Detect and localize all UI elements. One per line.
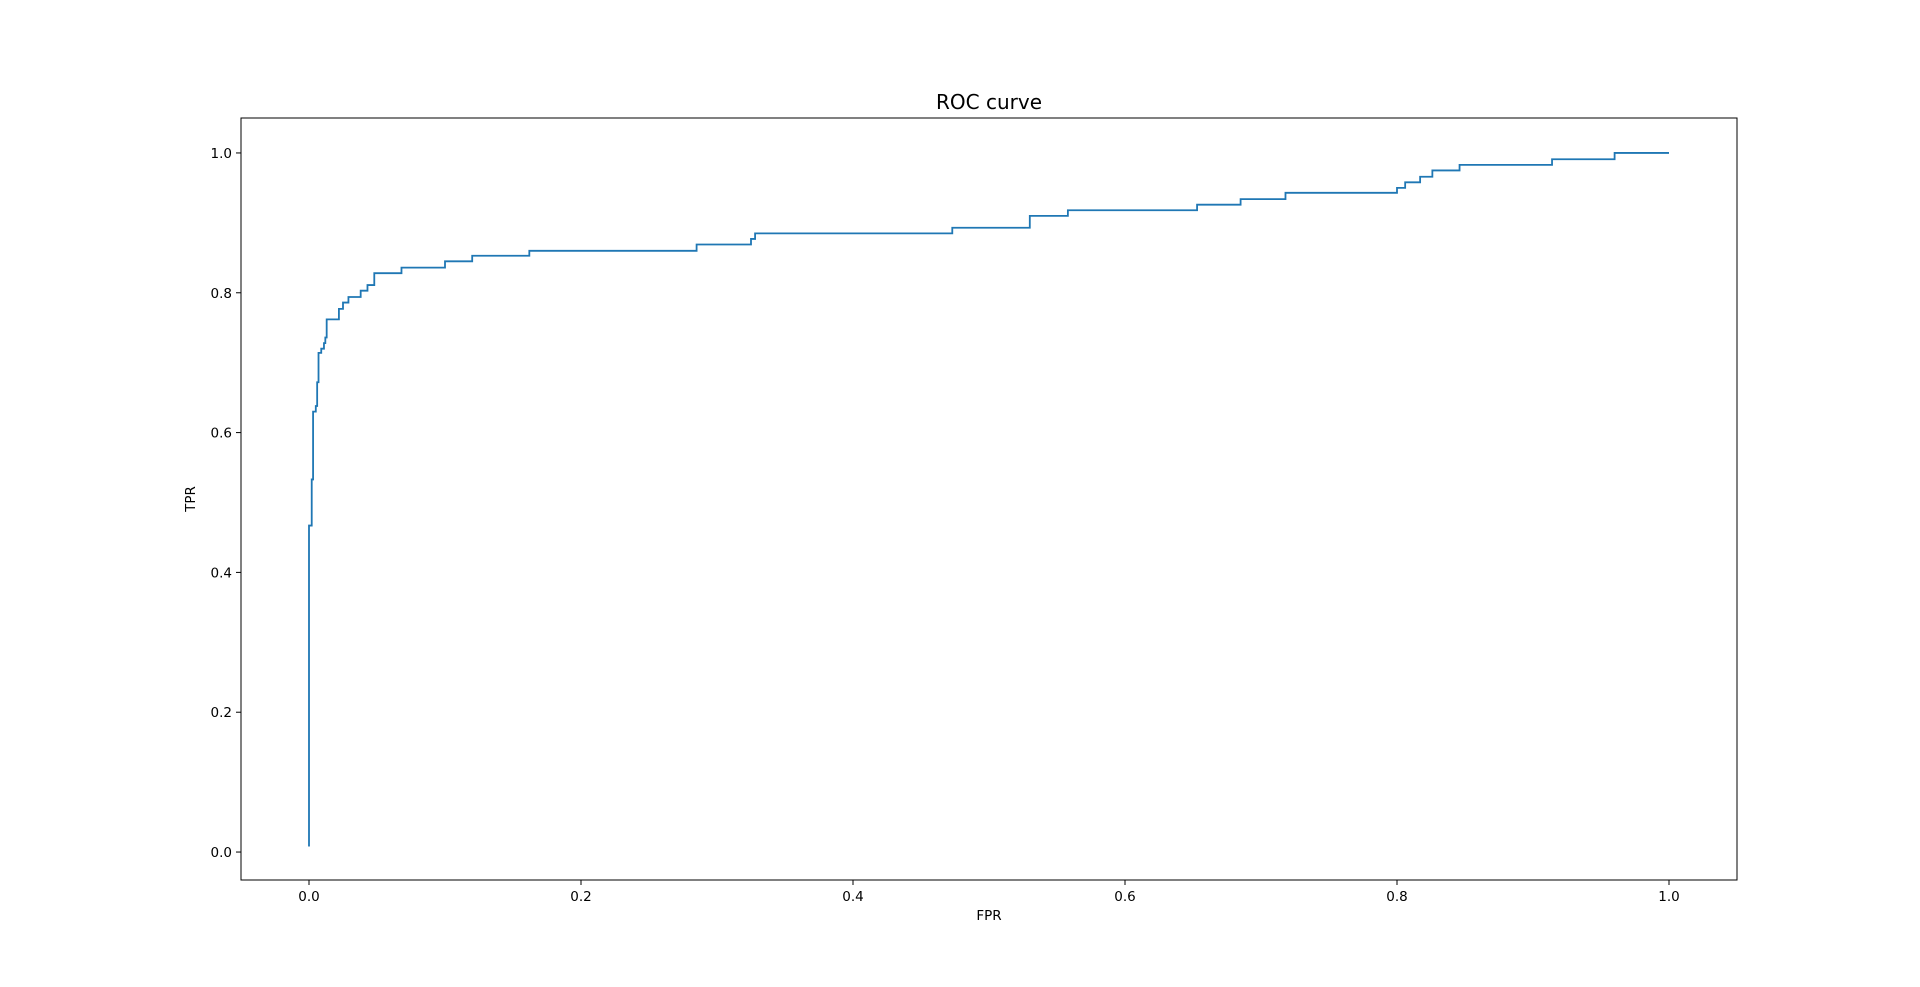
- x-tick-label: 0.6: [1114, 889, 1135, 905]
- x-tick-label: 0.0: [298, 889, 319, 905]
- x-tick-label: 1.0: [1658, 889, 1679, 905]
- y-tick-label: 0.8: [211, 286, 232, 302]
- x-tick-label: 0.2: [570, 889, 591, 905]
- y-tick-label: 1.0: [211, 146, 232, 162]
- x-axis: 0.0 0.2 0.4 0.6 0.8 1.0: [298, 880, 1680, 905]
- y-tick-label: 0.6: [211, 426, 232, 442]
- roc-curve-line: [308, 152, 1669, 847]
- y-tick-label: 0.2: [211, 705, 232, 721]
- y-axis-label: TPR: [183, 486, 199, 513]
- y-tick-label: 0.4: [211, 565, 232, 581]
- plot-area: [308, 152, 1669, 847]
- x-tick-label: 0.4: [842, 889, 863, 905]
- y-axis: 0.0 0.2 0.4 0.6 0.8 1.0: [211, 146, 241, 861]
- x-axis-label: FPR: [976, 908, 1001, 924]
- chart-title: ROC curve: [936, 90, 1042, 114]
- x-tick-label: 0.8: [1386, 889, 1407, 905]
- plot-frame: [240, 117, 1738, 881]
- y-tick-label: 0.0: [211, 845, 232, 861]
